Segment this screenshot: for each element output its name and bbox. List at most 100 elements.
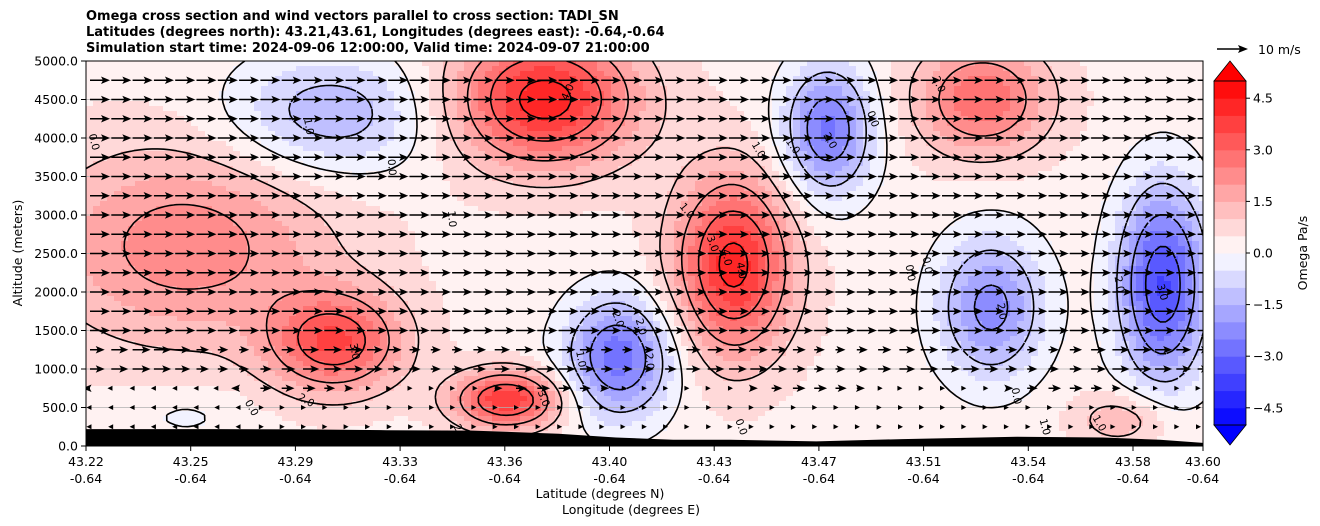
omega-cell	[254, 271, 262, 277]
omega-cell	[135, 331, 143, 337]
omega-cell	[296, 131, 304, 137]
omega-cell	[303, 106, 311, 112]
omega-cell	[506, 306, 514, 312]
omega-cell	[471, 71, 479, 77]
omega-cell	[415, 86, 423, 92]
omega-cell	[394, 336, 402, 342]
omega-cell	[212, 146, 220, 152]
omega-cell	[156, 356, 164, 362]
omega-cell	[471, 156, 479, 162]
omega-cell	[296, 121, 304, 127]
omega-cell	[429, 351, 437, 357]
omega-cell	[499, 411, 507, 417]
omega-cell	[275, 171, 283, 177]
omega-cell	[86, 291, 94, 297]
omega-cell	[471, 281, 479, 287]
omega-cell	[478, 66, 486, 72]
omega-cell	[107, 281, 115, 287]
omega-cell	[317, 161, 325, 167]
omega-cell	[121, 411, 129, 417]
omega-cell	[345, 286, 353, 292]
omega-cell	[422, 236, 430, 242]
omega-cell	[513, 76, 521, 82]
omega-cell	[233, 111, 241, 117]
omega-cell	[247, 356, 255, 362]
omega-cell	[219, 196, 227, 202]
omega-cell	[338, 131, 346, 137]
omega-cell	[485, 331, 493, 337]
omega-cell	[457, 196, 465, 202]
omega-cell	[450, 201, 458, 207]
omega-cell	[380, 281, 388, 287]
omega-cell	[240, 261, 248, 267]
omega-cell	[457, 76, 465, 82]
omega-cell	[408, 101, 416, 107]
omega-cell	[380, 306, 388, 312]
omega-cell	[527, 171, 535, 177]
omega-cell	[415, 326, 423, 332]
omega-cell	[331, 271, 339, 277]
omega-cell	[492, 136, 500, 142]
omega-cell	[499, 396, 507, 402]
omega-cell	[457, 336, 465, 342]
omega-cell	[457, 121, 465, 127]
omega-cell	[296, 276, 304, 282]
omega-cell	[464, 321, 472, 327]
omega-cell	[205, 161, 213, 167]
omega-cell	[303, 261, 311, 267]
omega-cell	[450, 131, 458, 137]
omega-cell	[310, 371, 318, 377]
omega-cell	[170, 96, 178, 102]
omega-cell	[359, 131, 367, 137]
omega-cell	[212, 301, 220, 307]
omega-cell	[478, 341, 486, 347]
omega-cell	[471, 371, 479, 377]
omega-cell	[499, 271, 507, 277]
omega-cell	[128, 101, 136, 107]
omega-cell	[387, 326, 395, 332]
omega-cell	[534, 331, 542, 337]
omega-cell	[499, 281, 507, 287]
omega-cell	[100, 201, 108, 207]
omega-cell	[534, 141, 542, 147]
omega-cell	[457, 311, 465, 317]
omega-cell	[135, 66, 143, 72]
omega-cell	[198, 391, 206, 397]
omega-cell	[149, 191, 157, 197]
omega-cell	[184, 416, 192, 422]
omega-cell	[93, 226, 101, 232]
omega-cell	[359, 186, 367, 192]
omega-cell	[338, 296, 346, 302]
omega-cell	[317, 411, 325, 417]
omega-cell	[359, 296, 367, 302]
omega-cell	[198, 121, 206, 127]
omega-cell	[261, 101, 269, 107]
omega-cell	[100, 221, 108, 227]
omega-cell	[86, 186, 94, 192]
omega-cell	[114, 246, 122, 252]
omega-cell	[359, 221, 367, 227]
omega-cell	[499, 101, 507, 107]
omega-cell	[86, 76, 94, 82]
omega-cell	[296, 71, 304, 77]
omega-cell	[198, 241, 206, 247]
omega-cell	[121, 296, 129, 302]
omega-cell	[310, 166, 318, 172]
omega-cell	[422, 186, 430, 192]
omega-cell	[261, 186, 269, 192]
omega-cell	[233, 261, 241, 267]
omega-cell	[170, 206, 178, 212]
omega-cell	[212, 191, 220, 197]
omega-cell	[247, 206, 255, 212]
omega-cell	[268, 191, 276, 197]
omega-cell	[128, 116, 136, 122]
omega-cell	[387, 71, 395, 77]
omega-cell	[457, 81, 465, 87]
omega-cell	[331, 301, 339, 307]
omega-cell	[527, 376, 535, 382]
omega-cell	[268, 416, 276, 422]
omega-cell	[191, 406, 199, 412]
omega-cell	[450, 221, 458, 227]
omega-cell	[534, 211, 542, 217]
omega-cell	[261, 316, 269, 322]
